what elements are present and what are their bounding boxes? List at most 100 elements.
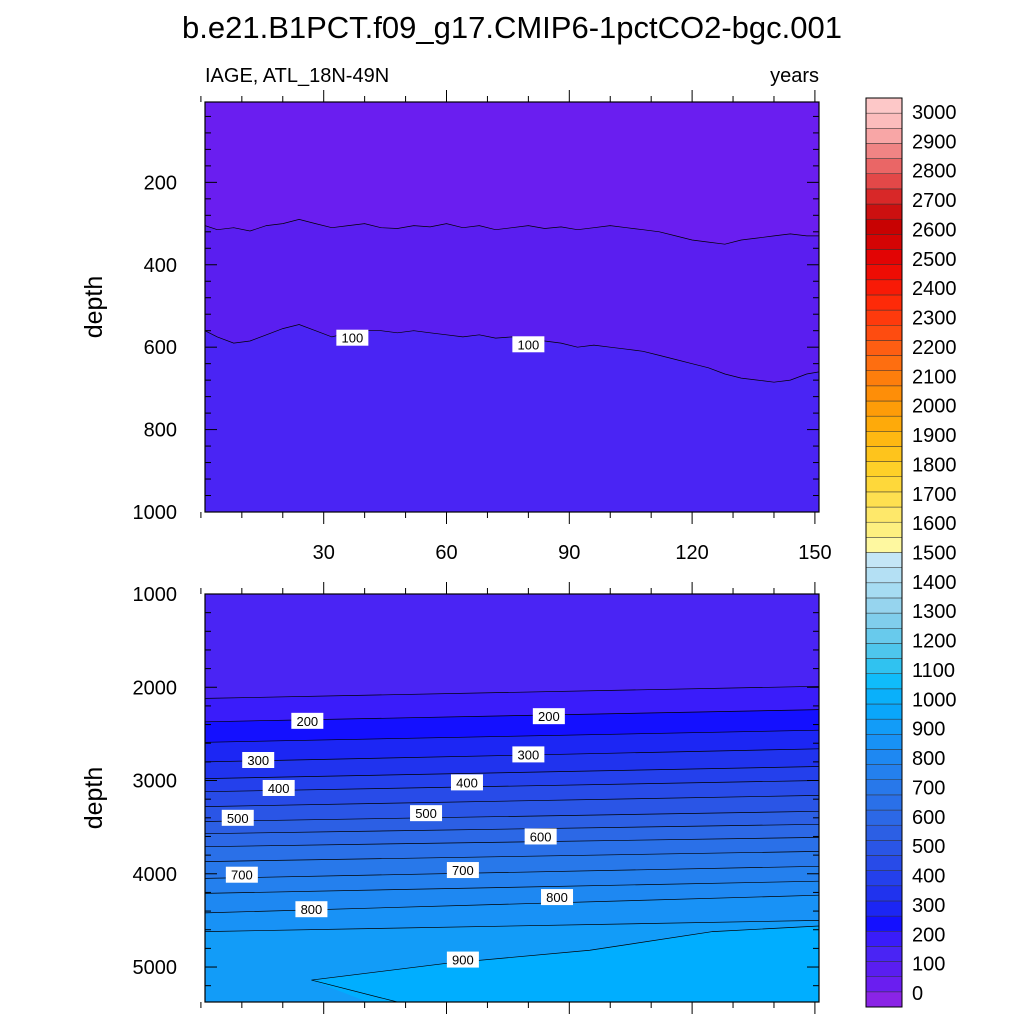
colorbar-swatch (865, 870, 903, 887)
contour-label-text: 800 (301, 902, 323, 917)
upper-band-100-150 (205, 324, 819, 512)
upper-plot-area: 100 100 (205, 102, 819, 512)
contour-label-box (512, 746, 545, 763)
y-tick-label-3000: 3000 (133, 771, 178, 793)
colorbar-swatch (865, 203, 903, 220)
colorbar-label-2400: 2400 (912, 278, 957, 300)
contour-line-350 (205, 766, 819, 779)
colorbar-swatch (865, 476, 903, 493)
contour-line-850 (205, 920, 819, 932)
colorbar-label-1500: 1500 (912, 543, 957, 565)
colorbar-label-500: 500 (912, 836, 945, 858)
colorbar-swatch (865, 325, 903, 341)
contour-line-700 (205, 865, 819, 879)
chart-title: b.e21.B1PCT.f09_g17.CMIP6-1pctCO2-bgc.00… (182, 10, 842, 45)
colorbar-label-600: 600 (912, 807, 945, 829)
contour-label-text: 200 (296, 714, 318, 729)
colorbar-swatch (865, 628, 903, 644)
colorbar-label-900: 900 (912, 719, 945, 741)
colorbar-swatch (865, 688, 903, 705)
y-tick-label-4000: 4000 (133, 864, 178, 886)
colorbar-swatch (865, 597, 903, 614)
contour-label-900: 900 (446, 951, 479, 968)
x-tick-label-120: 120 (675, 542, 708, 564)
contour-label-box (512, 336, 545, 353)
contour-line-150 (205, 685, 819, 699)
contour-label-800: 800 (295, 901, 328, 918)
colorbar-swatch (865, 976, 903, 993)
colorbar-label-2500: 2500 (912, 249, 957, 271)
colorbar-label-2800: 2800 (912, 161, 957, 183)
colorbar-swatch (865, 249, 903, 265)
lower-band-900-950-core (311, 925, 819, 1002)
colorbar-label-2900: 2900 (912, 131, 957, 153)
contour-label-text: 100 (342, 331, 364, 346)
contour-line-600 (205, 837, 819, 848)
colorbar-label-1000: 1000 (912, 689, 957, 711)
colorbar-label-2700: 2700 (912, 190, 957, 212)
lower-frame (204, 593, 820, 1003)
y-tick-label-600: 600 (144, 337, 177, 359)
colorbar-swatch (865, 537, 903, 553)
colorbar-label-2600: 2600 (912, 219, 957, 241)
contour-label-box (532, 708, 565, 725)
contour-label-200: 200 (532, 708, 565, 725)
colorbar-swatch (865, 294, 903, 311)
contour-label-text: 300 (518, 747, 540, 762)
colorbar-label-100: 100 (912, 954, 945, 976)
y-tick-label-1000: 1000 (133, 584, 178, 606)
colorbar-swatch (865, 234, 903, 250)
lower-ylabel: depth (80, 767, 108, 830)
contour-label-text: 300 (247, 753, 269, 768)
colorbar-swatch (865, 931, 903, 947)
colorbar-swatch (865, 143, 903, 159)
colorbar-swatch (865, 128, 903, 144)
colorbar-swatch (865, 734, 903, 750)
colorbar-swatch (865, 370, 903, 387)
contour-label-box (541, 889, 574, 906)
contour-label-100: 100 (336, 329, 369, 346)
colorbar-swatch (865, 961, 903, 977)
y-tick-label-5000: 5000 (133, 957, 178, 979)
contour-line-300 (205, 748, 819, 763)
colorbar-swatch (865, 855, 903, 871)
contour-line-50 (205, 219, 819, 245)
units-label: years (770, 65, 819, 87)
lower-plot-area: 200 200 300 300 400 400 500 500 600 700 700 800 800 9… (205, 594, 819, 1002)
colorbar-label-2100: 2100 (912, 366, 957, 388)
contour-label-200: 200 (291, 712, 324, 729)
contour-line-450 (205, 795, 819, 807)
colorbar-swatch (865, 355, 903, 371)
colorbar-swatch (865, 264, 903, 281)
upper-frame (204, 101, 820, 513)
contour-line-100 (205, 324, 819, 383)
contour-label-box (410, 805, 443, 822)
colorbar-swatch (865, 582, 903, 599)
upper-ylabel: depth (80, 276, 108, 339)
colorbar-swatch (865, 703, 903, 720)
colorbar-swatch (865, 521, 903, 538)
colorbar-swatch (865, 612, 903, 629)
colorbar: 3000290028002700260025002400230022002100… (865, 97, 957, 1008)
contour-label-100: 100 (512, 336, 545, 353)
contour-label-600: 600 (524, 828, 557, 845)
colorbar-swatch (865, 188, 903, 205)
contour-label-300: 300 (242, 751, 275, 768)
contour-label-box (295, 901, 328, 918)
colorbar-label-0: 0 (912, 983, 923, 1005)
colorbar-swatch (865, 491, 903, 508)
x-tick-label-90: 90 (558, 542, 580, 564)
contour-label-700: 700 (225, 866, 258, 883)
contour-label-text: 700 (231, 868, 253, 883)
colorbar-label-2000: 2000 (912, 396, 957, 418)
contour-label-text: 500 (415, 806, 437, 821)
colorbar-swatch (865, 506, 903, 523)
contour-label-text: 500 (227, 811, 249, 826)
colorbar-label-1900: 1900 (912, 425, 957, 447)
contour-line-500 (205, 810, 819, 822)
colorbar-swatch (865, 552, 903, 568)
colorbar-swatch (865, 643, 903, 659)
contour-label-text: 400 (456, 775, 478, 790)
x-tick-label-30: 30 (313, 542, 335, 564)
